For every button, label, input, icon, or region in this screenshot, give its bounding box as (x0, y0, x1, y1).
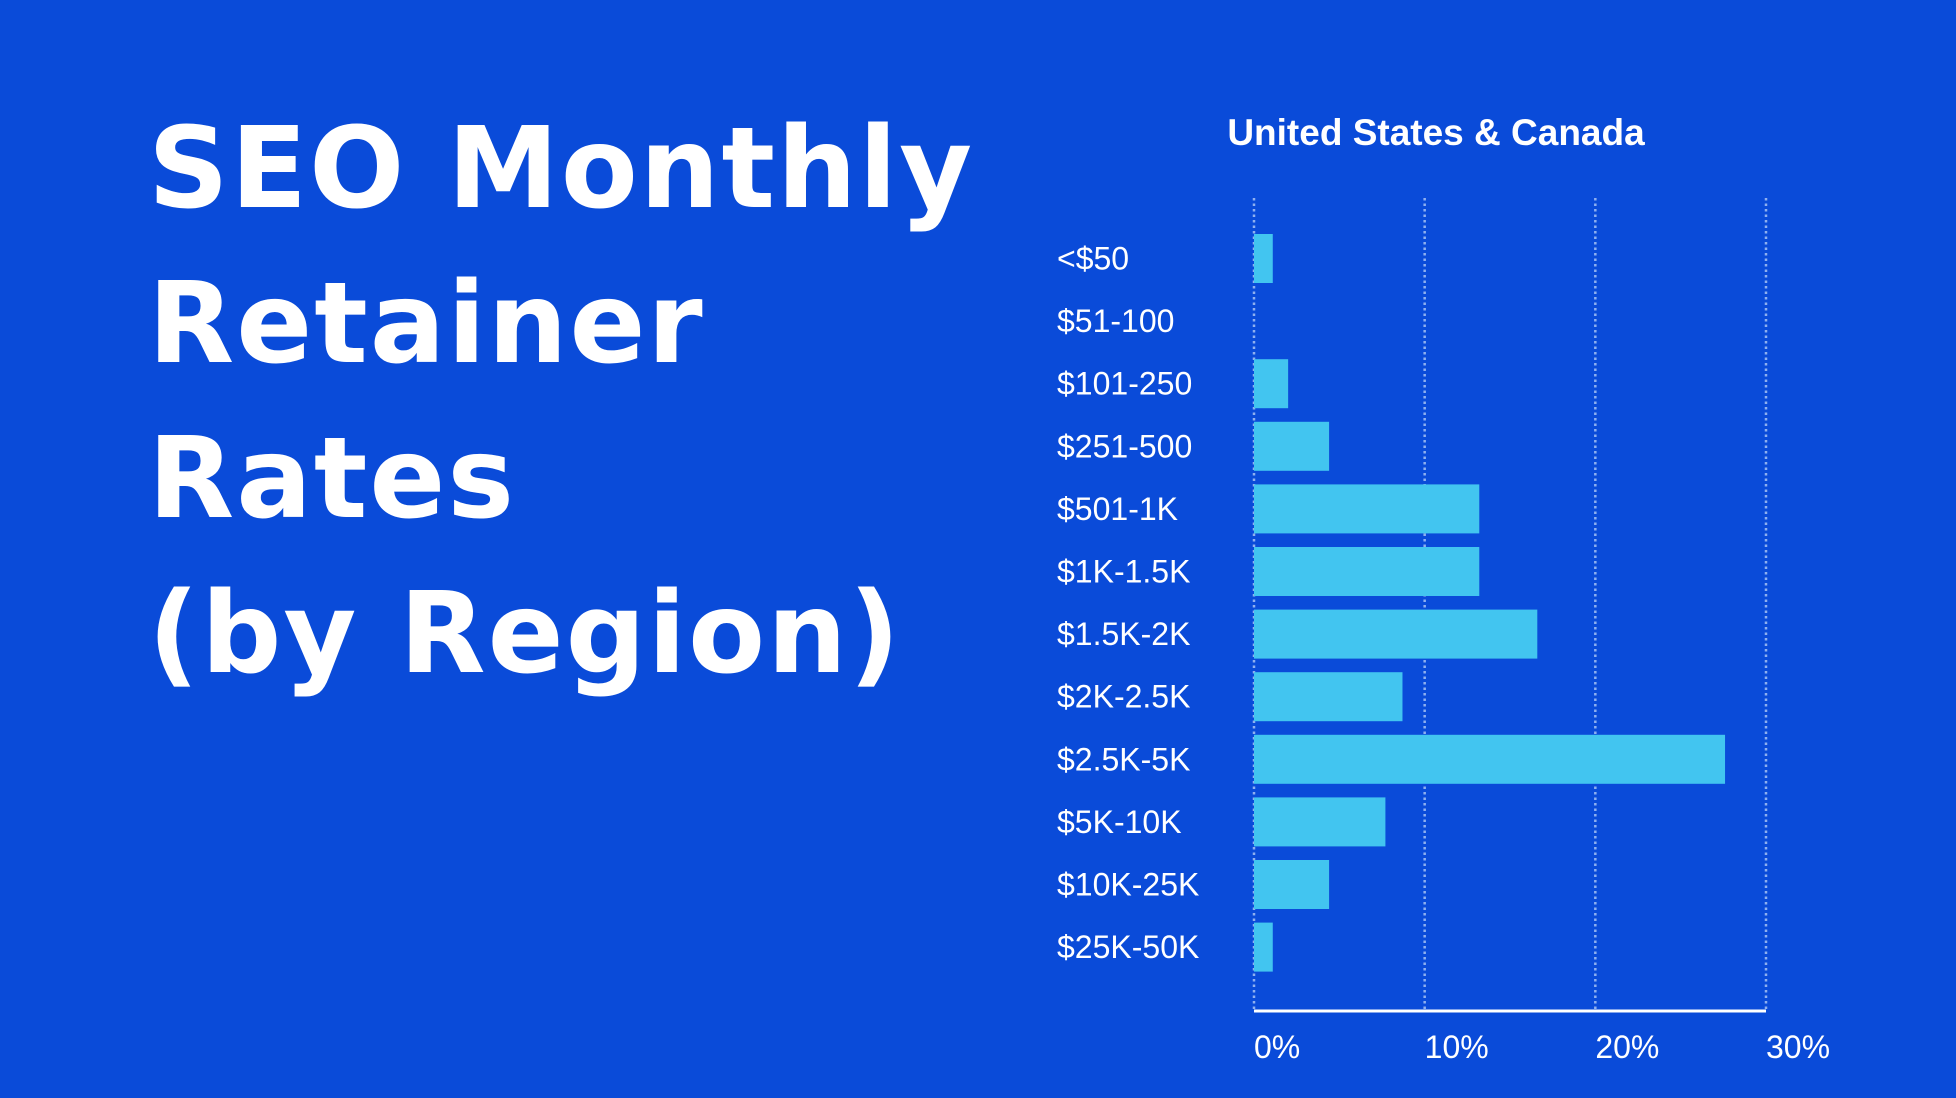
bar (1254, 421, 1330, 471)
category-label: $501-1K (1057, 491, 1178, 527)
x-tick-label: 10% (1425, 1029, 1489, 1065)
category-label: $101-250 (1057, 366, 1192, 402)
bar (1254, 860, 1330, 909)
category-label: $2K-2.5K (1057, 679, 1190, 715)
category-label: $51-100 (1057, 303, 1174, 339)
headline-line-1: SEO Monthly (148, 104, 975, 234)
bar (1254, 734, 1726, 784)
headline-line-4: (by Region) (148, 569, 902, 699)
headline-line-2: Retainer (148, 259, 705, 389)
category-label: <$50 (1057, 241, 1129, 277)
bar (1254, 672, 1403, 722)
headline: SEO Monthly Retainer Rates (by Region) (148, 92, 1048, 712)
bar (1254, 547, 1480, 596)
bar (1254, 609, 1538, 659)
category-label: $1K-1.5K (1057, 554, 1190, 590)
category-label: $25K-50K (1057, 929, 1199, 965)
x-tick-label: 30% (1766, 1029, 1830, 1065)
category-label: $251-500 (1057, 428, 1192, 464)
x-tick-label: 20% (1595, 1029, 1659, 1065)
bar (1254, 797, 1386, 847)
category-label: $1.5K-2K (1057, 616, 1190, 652)
bar (1254, 359, 1289, 409)
category-label: $10K-25K (1057, 867, 1199, 903)
chart-title: United States & Canada (1227, 112, 1645, 153)
x-tick-label: 0% (1254, 1029, 1300, 1065)
headline-line-3: Rates (148, 414, 516, 544)
category-label: $2.5K-5K (1057, 741, 1190, 777)
bar (1254, 484, 1480, 534)
category-label: $5K-10K (1057, 804, 1182, 840)
bar (1254, 234, 1273, 283)
bar (1254, 922, 1273, 972)
